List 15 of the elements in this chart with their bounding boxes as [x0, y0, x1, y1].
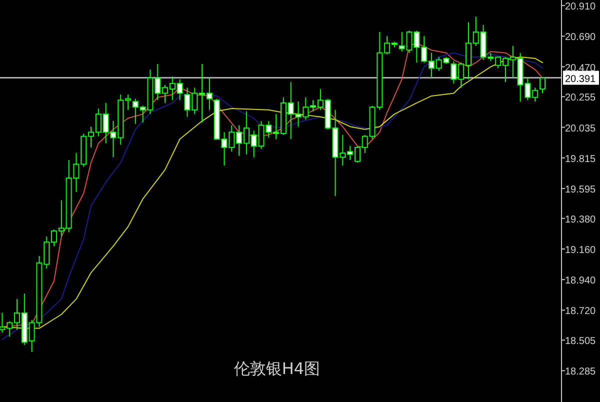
y-tick-label: 20.690 — [565, 32, 596, 44]
ref-line-label: 20.391 — [565, 74, 596, 85]
y-tick-label: 18.285 — [565, 366, 596, 378]
y-tick-label: 19.595 — [565, 184, 596, 196]
candlestick — [539, 77, 546, 94]
y-tick-label: 19.160 — [565, 244, 596, 256]
y-tick-label: 19.815 — [565, 154, 596, 165]
y-tick-label: 20.910 — [565, 2, 596, 13]
y-tick-label: 19.380 — [565, 214, 596, 226]
y-tick-label: 20.035 — [565, 123, 596, 134]
y-tick-label: 20.255 — [565, 92, 596, 104]
title: 伦敦银H4图 — [234, 359, 320, 378]
y-tick-label: 18.720 — [565, 306, 596, 318]
y-tick-label: 18.505 — [565, 336, 596, 348]
y-tick-label: 18.940 — [565, 276, 596, 287]
